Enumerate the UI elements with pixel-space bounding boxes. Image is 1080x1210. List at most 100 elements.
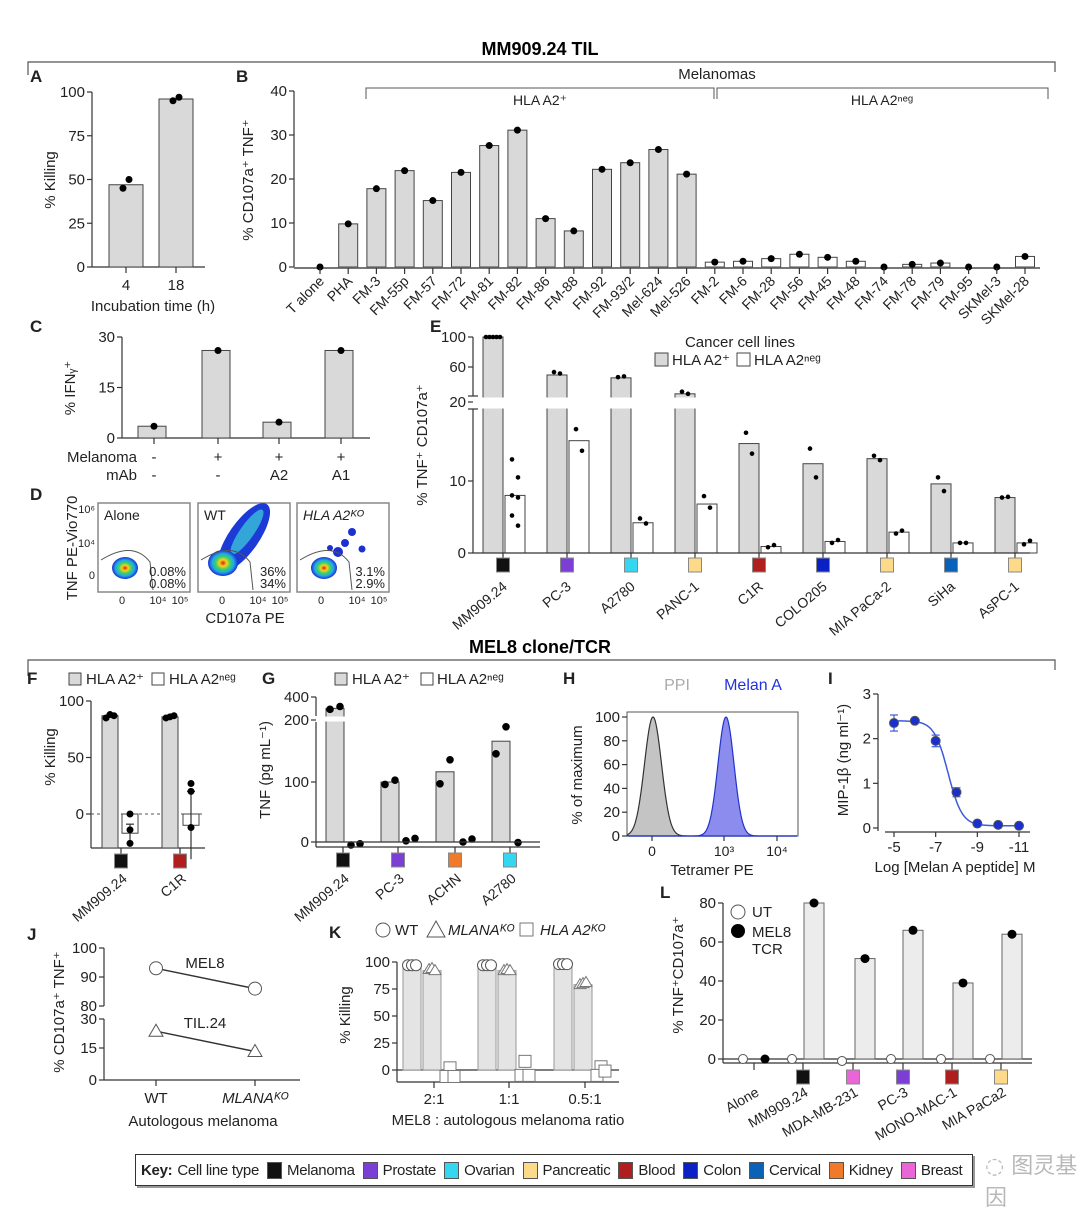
e-bar-neg <box>696 503 718 554</box>
b-point <box>372 185 380 193</box>
section-bracket-til <box>27 61 1056 75</box>
e-point-neg <box>515 495 521 500</box>
j-y-tick-label: 100 <box>72 940 97 957</box>
f-legend-pos-label: HLA A2⁺ <box>86 671 144 688</box>
key-title: Key: <box>141 1161 173 1179</box>
e-cell-type-square <box>624 557 638 573</box>
b-y-tick-label: 20 <box>270 171 287 188</box>
key-item-melanoma: Melanoma <box>264 1161 355 1179</box>
d-plot-frame <box>197 502 291 593</box>
e-cell-type-square <box>880 557 894 573</box>
b-point <box>344 220 352 228</box>
key-label-blood: Blood <box>638 1161 676 1179</box>
h-legend-ppi: PPI <box>664 677 690 694</box>
b-bracket-pos <box>365 87 715 99</box>
e-point-pos <box>487 334 492 340</box>
section-title-til: MM909.24 TIL <box>481 39 598 59</box>
d-pct-top: 3.1% <box>355 564 385 579</box>
h-y-tick-label: 0 <box>612 828 620 845</box>
j-x-tick-label: MLANAᴷᴼ <box>222 1090 288 1107</box>
a-y-label: % Killing <box>42 151 59 209</box>
e-point-pos <box>743 430 749 436</box>
c-point <box>214 346 222 354</box>
b-point <box>429 197 437 205</box>
e-legend-neg-label: HLA A2ⁿᵉᵍ <box>754 352 821 369</box>
i-y-tick-label: 3 <box>863 686 871 703</box>
e-point-neg <box>509 513 515 518</box>
a-bar <box>158 98 194 268</box>
b-point <box>852 257 860 265</box>
e-x-tick-label: MM909.24 <box>449 578 510 633</box>
c-row-label-melanoma: Melanoma <box>67 449 138 466</box>
k-legend-wt-label: WT <box>395 922 418 939</box>
l-legend-ut-label: UT <box>752 904 772 921</box>
watermark-text: 图灵基因 <box>985 1154 1078 1210</box>
key-swatch-cervical <box>749 1161 764 1179</box>
panel-label-a: A <box>30 67 42 86</box>
b-point <box>824 253 832 261</box>
b-bar <box>479 145 500 268</box>
d-x-tick-label: 10⁴ <box>250 595 267 607</box>
b-point <box>457 168 465 176</box>
i-y-label: MIP-1β (ng ml⁻¹) <box>835 704 852 816</box>
d-y-tick-label: 10⁴ <box>78 538 95 550</box>
e-point-neg <box>515 523 521 528</box>
f-legend-neg-swatch <box>151 672 165 686</box>
k-x-label: MEL8 : autologous melanoma ratio <box>392 1112 625 1129</box>
g-point-pos <box>446 756 454 764</box>
c-y-label: % IFNᵧ⁺ <box>62 361 79 415</box>
e-point-pos <box>871 453 877 459</box>
e-cell-type-square <box>560 557 574 573</box>
k-x-tick-label: 0.5:1 <box>568 1091 601 1108</box>
e-point-pos <box>749 451 755 456</box>
b-point <box>598 165 606 173</box>
key-label-colon: Colon <box>703 1161 741 1179</box>
key-label-prostate: Prostate <box>382 1161 437 1179</box>
a-bar <box>108 184 144 268</box>
d-plot-frame <box>97 502 191 593</box>
g-point-neg <box>402 837 410 845</box>
g-y-tick-label: 200 <box>284 712 309 729</box>
d-density-core <box>208 550 238 576</box>
k-x-tick-label: 2:1 <box>424 1091 445 1108</box>
e-point-neg <box>1027 538 1033 544</box>
panel-label-f: F <box>27 669 37 688</box>
d-x-tick-label: 0 <box>219 595 225 607</box>
d-gate <box>100 550 154 591</box>
l-bar-mel8-tcr <box>1001 933 1023 1060</box>
c-point <box>150 422 158 430</box>
key-swatch-melanoma <box>267 1161 282 1179</box>
a-point <box>119 184 127 192</box>
b-bracket-neg <box>716 87 1049 99</box>
b-point <box>1021 252 1029 260</box>
e-bar-pos <box>674 393 696 554</box>
e-point-pos <box>557 371 563 376</box>
b-point <box>542 215 550 223</box>
d-y-label: TNF PE-Vio770 <box>64 496 81 601</box>
i-x-label: Log [Melan A peptide] M <box>875 859 1036 876</box>
d-plot-frame <box>296 502 390 593</box>
d-y-tick-label: 0 <box>89 570 95 582</box>
h-y-tick-label: 40 <box>603 780 620 797</box>
e-point-neg <box>509 493 515 498</box>
d-gate <box>200 550 254 591</box>
c-mab-value: - <box>152 467 157 484</box>
e-point-pos <box>877 457 883 463</box>
key-label-kidney: Kidney <box>848 1161 893 1179</box>
e-cell-type-square <box>752 557 766 573</box>
c-point <box>275 418 283 426</box>
d-gate <box>299 550 353 591</box>
e-point-neg <box>579 448 585 454</box>
g-bar-pos <box>325 707 345 843</box>
d-x-label: CD107a PE <box>205 610 284 627</box>
c-point <box>337 346 345 354</box>
l-point-mel8-tcr <box>860 954 870 964</box>
a-y-tick-label: 0 <box>77 259 85 276</box>
l-point-ut <box>738 1054 748 1064</box>
key-label-cervical: Cervical <box>769 1161 821 1179</box>
f-point-neg <box>187 779 195 787</box>
i-point <box>930 735 941 746</box>
b-point <box>993 263 1001 271</box>
d-x-tick-label: 10⁴ <box>349 595 366 607</box>
f-point-neg <box>126 839 134 847</box>
